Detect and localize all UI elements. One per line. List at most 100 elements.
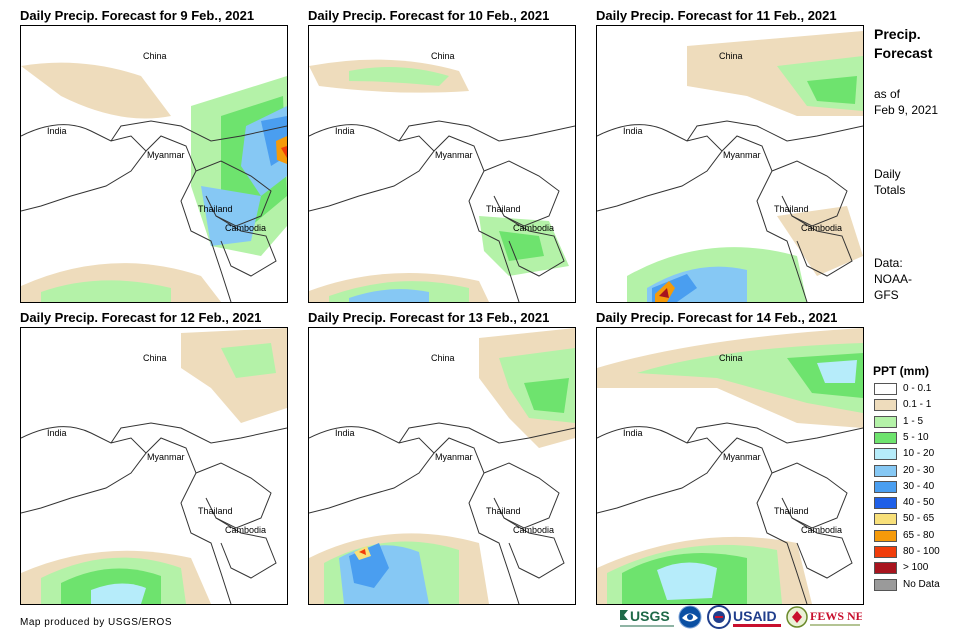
label-china: China: [431, 51, 455, 61]
label-thailand: Thailand: [198, 506, 233, 516]
usaid-logo-text: USAID: [733, 608, 777, 624]
label-myanmar: Myanmar: [435, 150, 473, 160]
legend-item: 20 - 30: [874, 464, 964, 480]
label-cambodia: Cambodia: [801, 525, 843, 535]
precip-layer: [597, 328, 863, 604]
label-cambodia: Cambodia: [225, 223, 267, 233]
label-myanmar: Myanmar: [147, 452, 185, 462]
legend-swatch: [874, 513, 897, 526]
label-myanmar: Myanmar: [723, 150, 761, 160]
label-china: China: [719, 353, 743, 363]
legend-item: 10 - 20: [874, 447, 964, 463]
legend-item: 0 - 0.1: [874, 382, 964, 398]
usaid-seal-icon: [707, 605, 731, 631]
label-china: China: [719, 51, 743, 61]
side-title-line1: Precip.: [874, 26, 921, 42]
legend-label: 10 - 20: [903, 448, 935, 460]
legend-item: 40 - 50: [874, 496, 964, 512]
legend-swatch: [874, 399, 897, 412]
panel-title-4: Daily Precip. Forecast for 12 Feb., 2021: [20, 310, 262, 325]
precip-layer: [309, 328, 575, 604]
legend-label: 80 - 100: [903, 546, 940, 557]
label-thailand: Thailand: [774, 204, 809, 214]
legend-item: > 100: [874, 561, 964, 577]
map-svg: [309, 328, 575, 604]
legend-item: 5 - 10: [874, 431, 964, 447]
label-china: China: [143, 353, 167, 363]
map-svg: [597, 31, 863, 302]
label-cambodia: Cambodia: [513, 525, 555, 535]
side-daily: Daily Totals: [874, 166, 905, 198]
legend-swatch: [874, 431, 897, 444]
legend-item: 30 - 40: [874, 480, 964, 496]
fewsnet-logo-text: FEWS NET: [810, 609, 862, 623]
side-data-line3: GFS: [874, 288, 899, 302]
country-borders: [21, 422, 287, 604]
map-panel-1: China India Myanmar Thailand Cambodia: [20, 25, 288, 303]
legend-swatch: [874, 546, 897, 558]
label-india: India: [623, 428, 643, 438]
panel-title-3: Daily Precip. Forecast for 11 Feb., 2021: [596, 8, 837, 23]
label-myanmar: Myanmar: [435, 452, 473, 462]
side-asof-line2: Feb 9, 2021: [874, 103, 939, 117]
legend-item: 80 - 100: [874, 545, 964, 561]
legend-title: PPT (mm): [873, 364, 930, 378]
map-panel-6: China India Myanmar Thailand Cambodia: [596, 327, 864, 605]
side-asof: as of Feb 9, 2021: [874, 86, 938, 118]
map-panel-5: China India Myanmar Thailand Cambodia: [308, 327, 576, 605]
legend-swatch: [874, 480, 897, 493]
label-thailand: Thailand: [486, 506, 521, 516]
legend-item: 65 - 80: [874, 529, 964, 545]
legend-label: 0.1 - 1: [903, 399, 932, 411]
side-asof-line1: as of: [874, 87, 901, 101]
map-panel-2: China India Myanmar Thailand Cambodia: [308, 25, 576, 303]
legend-item: No Data: [874, 578, 964, 594]
legend-label: 5 - 10: [903, 431, 929, 443]
legend-label: 1 - 5: [903, 415, 924, 427]
noaa-logo-icon: [678, 605, 702, 631]
country-borders: [309, 120, 575, 302]
label-myanmar: Myanmar: [147, 150, 185, 160]
label-thailand: Thailand: [774, 506, 809, 516]
panel-title-6: Daily Precip. Forecast for 14 Feb., 2021: [596, 310, 838, 325]
legend-label: 20 - 30: [903, 464, 935, 476]
legend-swatch: [874, 562, 897, 575]
label-china: China: [143, 51, 167, 61]
label-myanmar: Myanmar: [723, 452, 761, 462]
map-svg: [597, 328, 863, 604]
label-india: India: [335, 428, 355, 438]
legend-swatch: [874, 497, 897, 510]
country-borders: [597, 120, 863, 302]
label-cambodia: Cambodia: [513, 223, 555, 233]
country-borders: [309, 422, 575, 604]
label-thailand: Thailand: [198, 204, 233, 214]
side-data: Data: NOAA- GFS: [874, 255, 912, 303]
legend-swatch: [874, 578, 897, 591]
panel-title-5: Daily Precip. Forecast for 13 Feb., 2021: [308, 310, 550, 325]
side-data-line2: NOAA-: [874, 272, 913, 286]
map-svg: [309, 59, 575, 302]
legend-swatch: [874, 448, 897, 461]
label-india: India: [335, 126, 355, 136]
legend-label: No Data: [903, 578, 940, 590]
precip-layer: [627, 31, 863, 302]
country-borders: [21, 120, 287, 302]
legend-label: 0 - 0.1: [903, 383, 932, 394]
side-title: Precip. Forecast: [874, 25, 932, 63]
precip-layer: [309, 59, 569, 302]
legend-swatch: [874, 415, 897, 428]
map-panel-3: China India Myanmar Thailand Cambodia: [596, 25, 864, 303]
legend-label: 40 - 50: [903, 497, 935, 509]
legend-swatch: [874, 383, 897, 395]
legend-item: 0.1 - 1: [874, 398, 964, 414]
precip-layer: [21, 62, 287, 302]
side-daily-line1: Daily: [874, 167, 901, 181]
legend-swatch: [874, 464, 897, 477]
side-daily-line2: Totals: [874, 183, 906, 197]
label-cambodia: Cambodia: [801, 223, 843, 233]
usaid-logo: USAID: [733, 605, 783, 631]
panel-title-2: Daily Precip. Forecast for 10 Feb., 2021: [308, 8, 550, 23]
legend-label: 30 - 40: [903, 480, 935, 492]
map-panel-4: China India Myanmar Thailand Cambodia: [20, 327, 288, 605]
legend-label: 65 - 80: [903, 529, 935, 541]
